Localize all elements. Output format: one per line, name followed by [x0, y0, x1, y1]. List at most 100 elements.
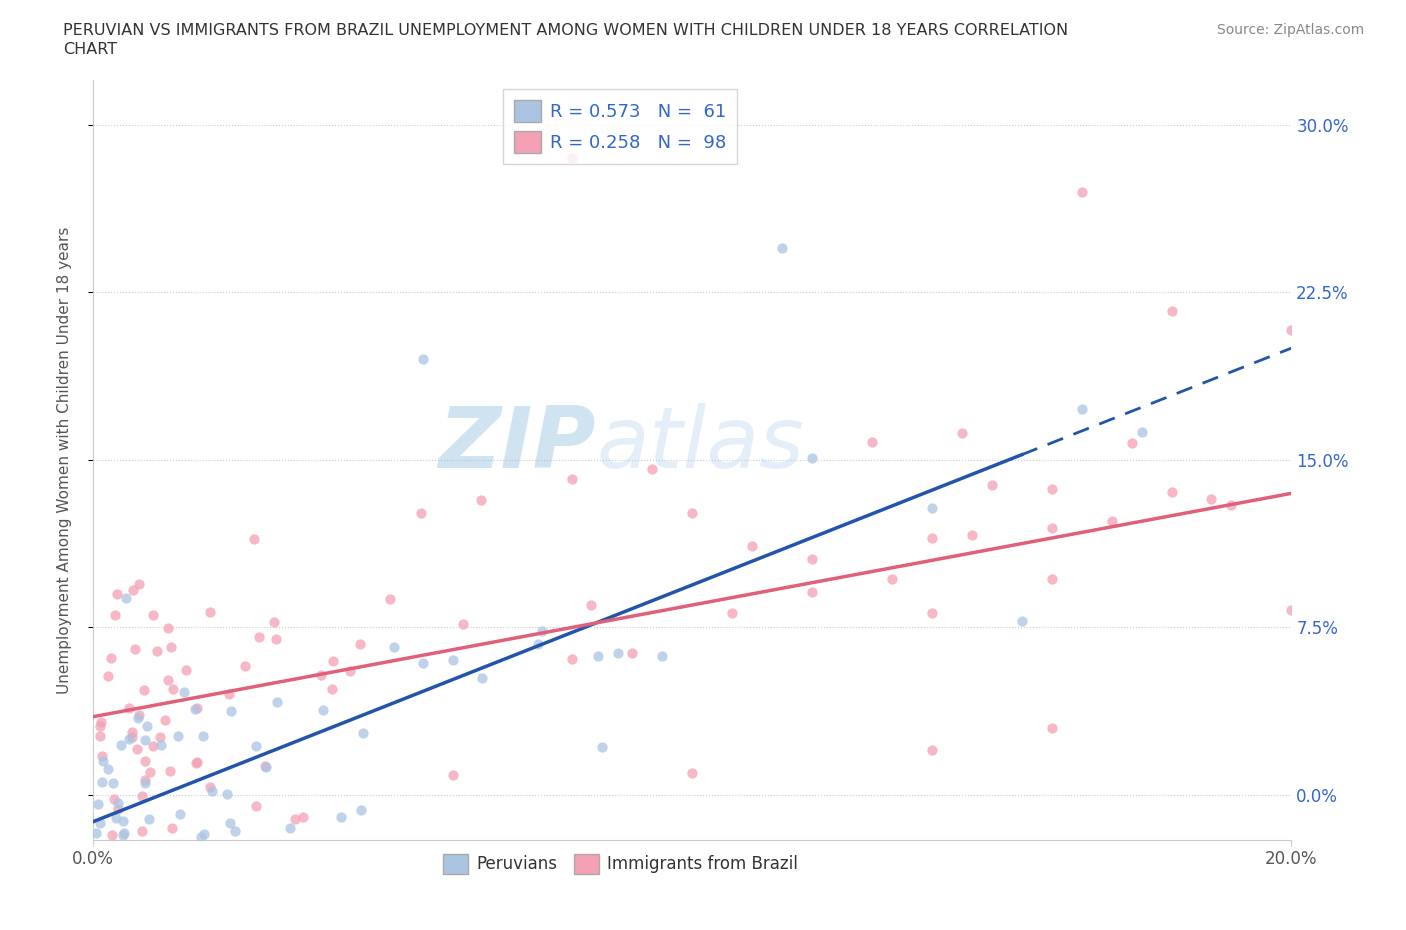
Point [378, 591, 401, 606]
Point [184, 701, 207, 716]
Point [169, 806, 191, 821]
Point [1040, 520, 1063, 535]
Point [880, 571, 903, 586]
Point [159, 764, 181, 778]
Point [641, 461, 664, 476]
Point [263, 615, 285, 630]
Point [801, 585, 824, 600]
Point [586, 648, 609, 663]
Point [191, 729, 214, 744]
Point [127, 711, 149, 725]
Point [89, 816, 111, 830]
Point [184, 755, 207, 770]
Point [412, 656, 434, 671]
Point [1070, 402, 1092, 417]
Point [721, 605, 744, 620]
Point [131, 789, 153, 804]
Point [125, 742, 148, 757]
Point [121, 725, 143, 740]
Point [198, 604, 221, 619]
Point [112, 814, 135, 829]
Point [1279, 603, 1302, 618]
Point [579, 598, 602, 613]
Point [193, 827, 215, 842]
Point [1121, 435, 1143, 450]
Point [561, 652, 583, 667]
Point [266, 694, 288, 709]
Point [101, 828, 124, 843]
Y-axis label: Unemployment Among Women with Children Under 18 years: Unemployment Among Women with Children U… [58, 226, 72, 694]
Point [104, 607, 127, 622]
Point [107, 587, 129, 602]
Point [110, 738, 132, 753]
Point [278, 820, 301, 835]
Point [309, 668, 332, 683]
Point [134, 733, 156, 748]
Point [284, 812, 307, 827]
Point [245, 799, 267, 814]
Point [1220, 498, 1243, 512]
Point [1040, 481, 1063, 496]
Point [112, 828, 135, 843]
Point [136, 719, 159, 734]
Point [131, 823, 153, 838]
Point [921, 530, 943, 545]
Point [441, 653, 464, 668]
Point [103, 792, 125, 807]
Point [186, 754, 208, 769]
Point [157, 620, 180, 635]
Point [1279, 322, 1302, 337]
Text: CHART: CHART [63, 42, 117, 57]
Point [218, 816, 240, 830]
Point [87, 859, 110, 874]
Point [124, 642, 146, 657]
Point [104, 810, 127, 825]
Point [561, 472, 583, 486]
Point [921, 743, 943, 758]
Point [322, 654, 344, 669]
Point [101, 776, 124, 790]
Point [411, 506, 433, 521]
Text: PERUVIAN VS IMMIGRANTS FROM BRAZIL UNEMPLOYMENT AMONG WOMEN WITH CHILDREN UNDER : PERUVIAN VS IMMIGRANTS FROM BRAZIL UNEMP… [63, 23, 1069, 38]
Point [146, 644, 169, 658]
Point [950, 426, 973, 441]
Point [329, 810, 352, 825]
Point [150, 737, 173, 752]
Point [471, 671, 494, 685]
Point [87, 796, 110, 811]
Text: atlas: atlas [596, 403, 804, 486]
Point [121, 729, 143, 744]
Point [142, 739, 165, 754]
Point [801, 551, 824, 566]
Point [134, 776, 156, 790]
Point [118, 700, 141, 715]
Point [412, 352, 434, 366]
Point [591, 739, 613, 754]
Point [1101, 513, 1123, 528]
Text: ZIP: ZIP [439, 403, 596, 486]
Point [91, 754, 114, 769]
Point [741, 538, 763, 553]
Point [621, 645, 644, 660]
Point [174, 662, 197, 677]
Point [217, 786, 239, 801]
Point [132, 683, 155, 698]
Point [90, 749, 112, 764]
Point [222, 847, 245, 862]
Point [97, 762, 120, 777]
Point [1130, 425, 1153, 440]
Point [139, 764, 162, 779]
Point [681, 505, 703, 520]
Point [247, 630, 270, 644]
Point [254, 759, 277, 774]
Point [190, 830, 212, 844]
Point [91, 844, 114, 859]
Point [112, 825, 135, 840]
Point [1040, 572, 1063, 587]
Point [1201, 492, 1223, 507]
Point [527, 637, 550, 652]
Point [162, 682, 184, 697]
Point [173, 684, 195, 699]
Point [770, 240, 793, 255]
Point [128, 707, 150, 722]
